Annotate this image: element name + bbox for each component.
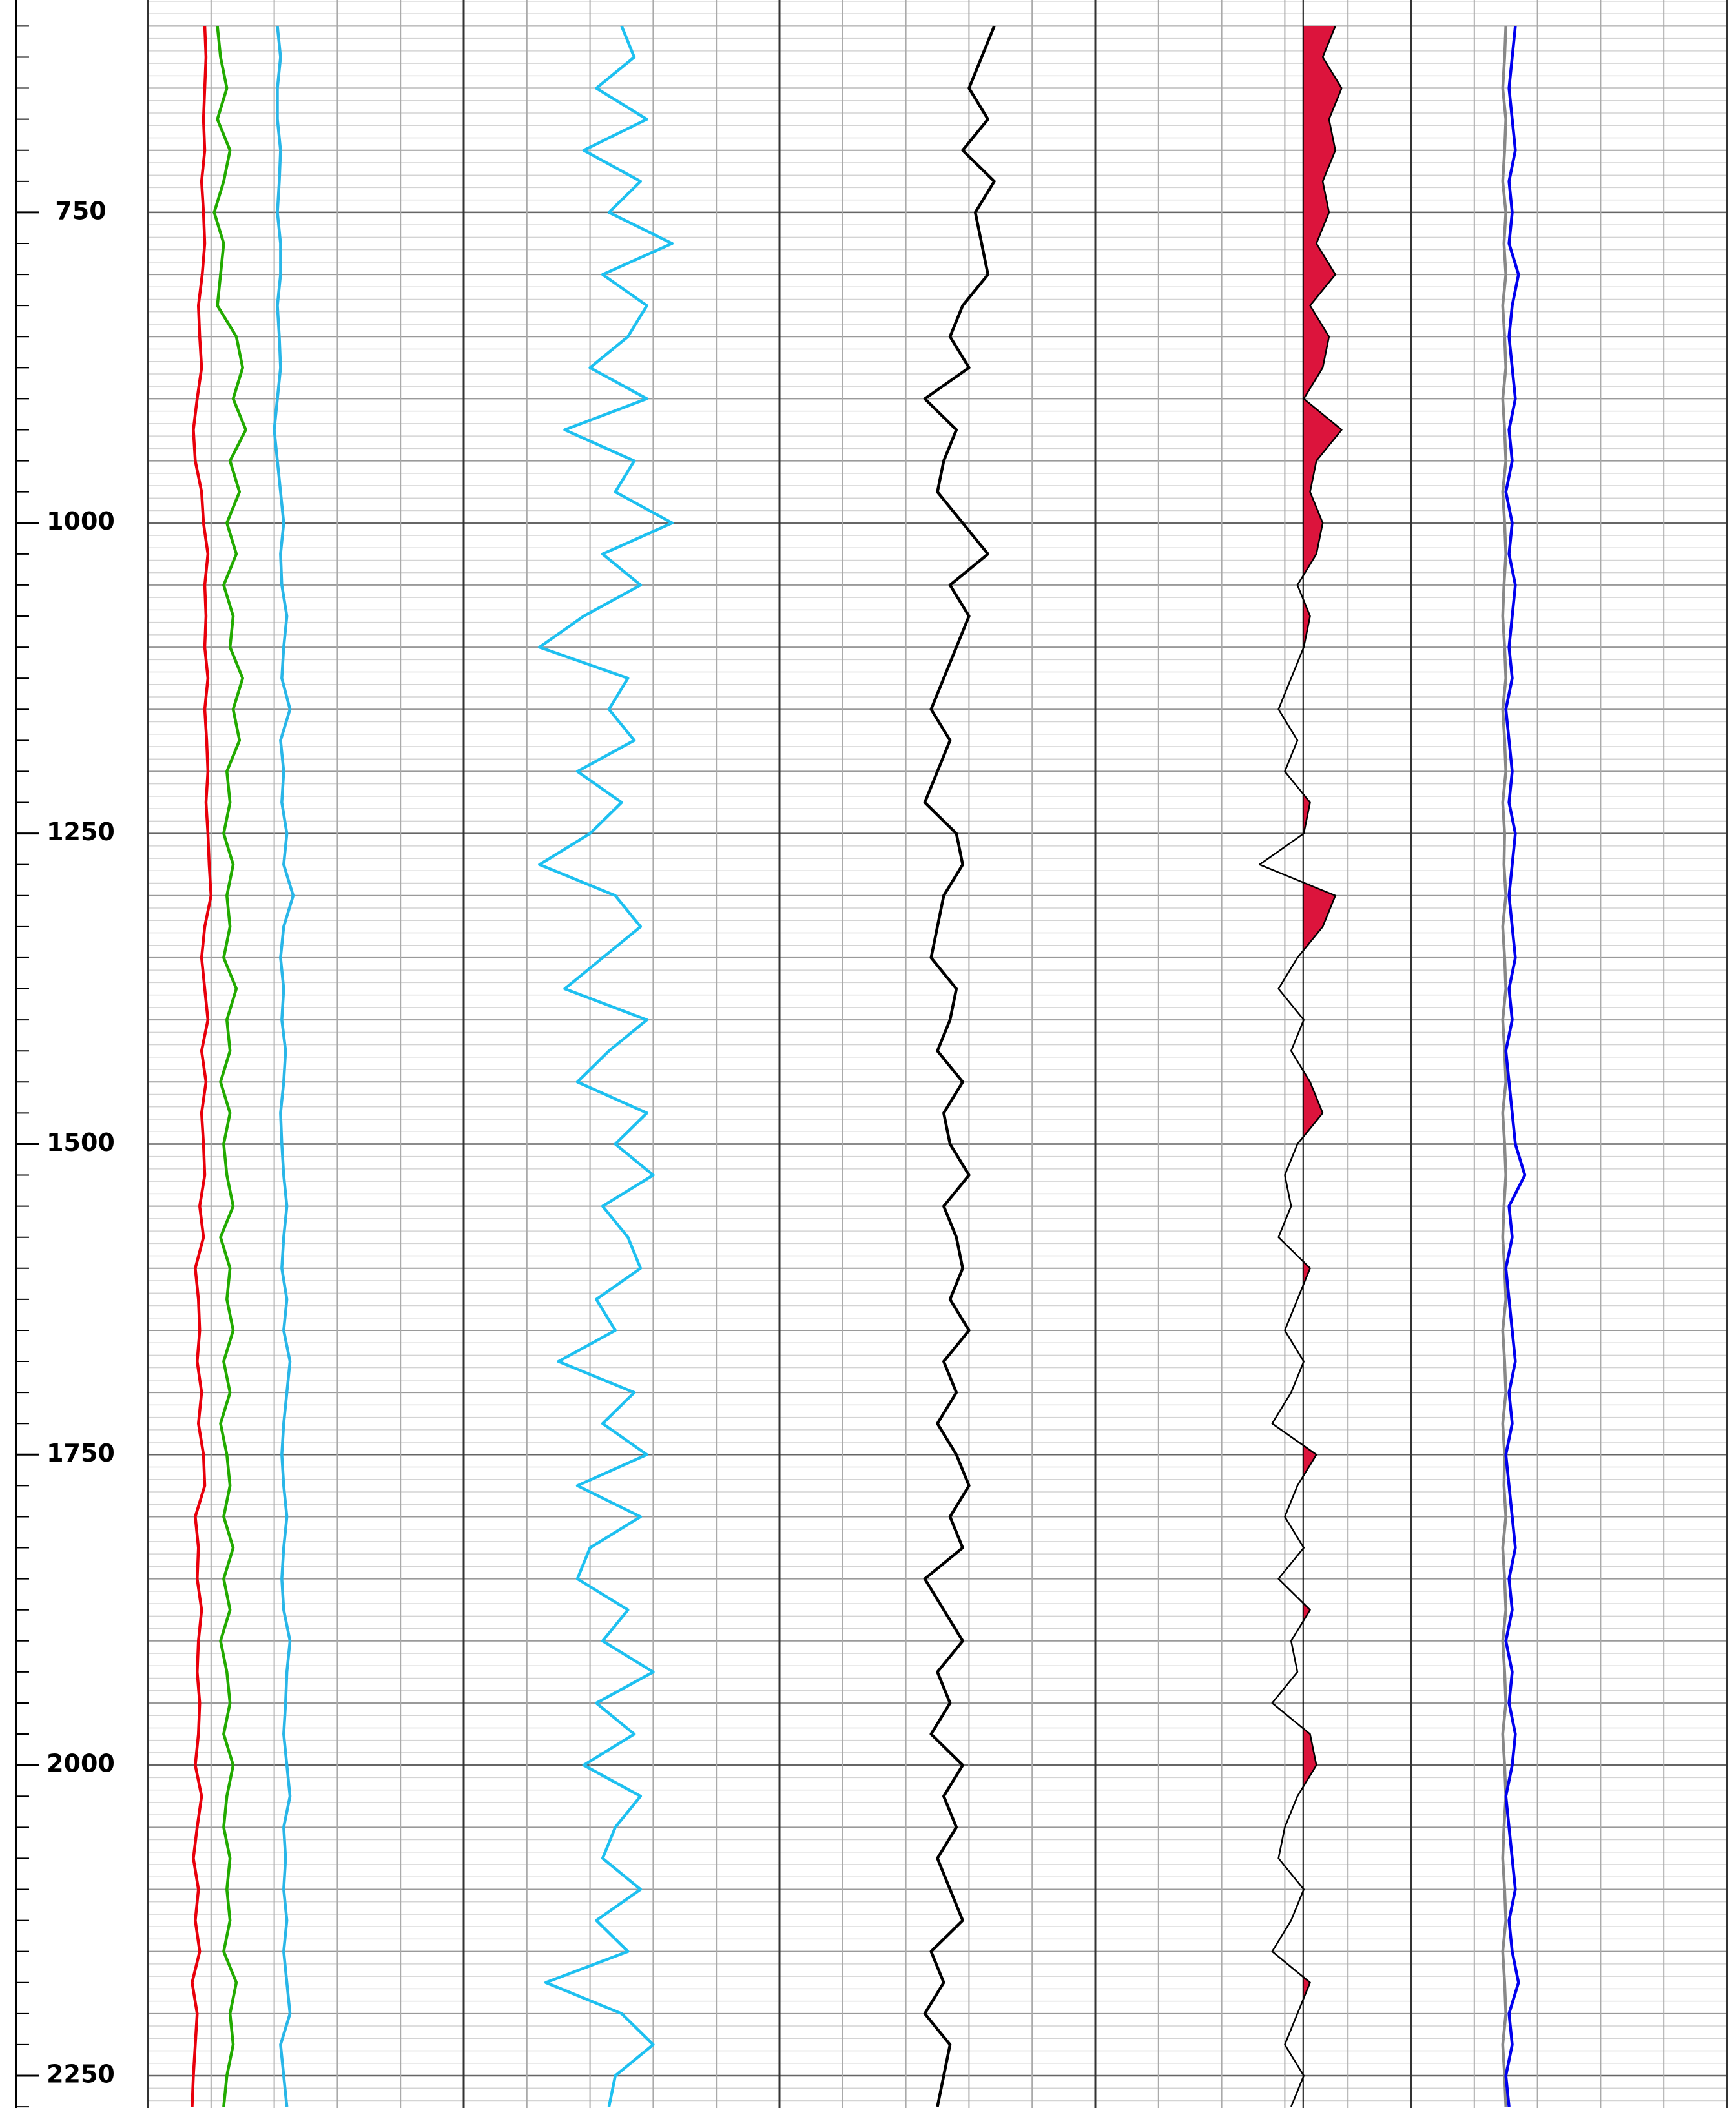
depth-label: 2000 <box>46 1750 115 1778</box>
curve-fill <box>1303 26 1342 2078</box>
log-curve <box>1501 26 1507 2107</box>
log-curve <box>923 25 996 2107</box>
depth-label: 750 <box>55 196 106 225</box>
depth-label: 1500 <box>46 1128 115 1157</box>
log-curve <box>538 25 674 2107</box>
depth-label: 1250 <box>46 818 115 846</box>
log-curve <box>1259 25 1343 2107</box>
log-curve <box>191 26 213 2107</box>
depth-label: 1750 <box>46 1439 115 1467</box>
log-curve <box>273 26 295 2107</box>
depth-label: 2250 <box>46 2060 115 2088</box>
log-curve <box>212 26 247 2107</box>
depth-label: 1000 <box>46 507 115 535</box>
log-curve <box>1504 26 1527 2107</box>
